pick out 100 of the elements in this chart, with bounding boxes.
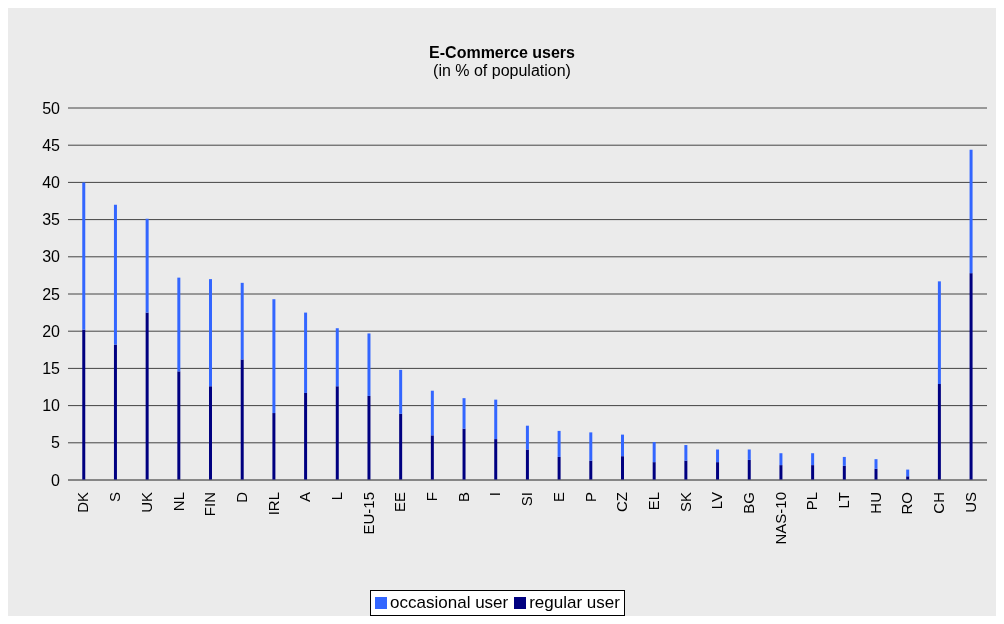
x-tick-label: LV bbox=[708, 492, 726, 510]
x-tick-label: IRL bbox=[264, 492, 282, 516]
bar bbox=[82, 182, 86, 330]
bar bbox=[842, 465, 846, 480]
x-tick-label: PL bbox=[803, 492, 821, 511]
bar bbox=[240, 359, 244, 480]
x-tick-label: P bbox=[581, 492, 599, 503]
bar bbox=[367, 395, 371, 480]
bar bbox=[399, 369, 403, 414]
bar bbox=[209, 386, 213, 480]
bar bbox=[811, 465, 815, 480]
y-tick-label: 10 bbox=[42, 397, 61, 415]
x-tick-label: D bbox=[232, 491, 250, 503]
bar bbox=[620, 434, 624, 457]
bar bbox=[969, 273, 973, 480]
bar bbox=[589, 460, 593, 480]
bar bbox=[937, 281, 941, 385]
x-tick-label: US bbox=[961, 492, 979, 513]
x-tick-label: E bbox=[549, 492, 567, 503]
bar bbox=[462, 398, 466, 429]
x-tick-label: NL bbox=[169, 492, 187, 512]
y-tick-label: 30 bbox=[42, 248, 61, 266]
y-tick-label: 15 bbox=[42, 360, 61, 378]
bar bbox=[272, 413, 276, 480]
x-tick-label: BG bbox=[739, 492, 757, 514]
x-tick-label: NAS-10 bbox=[771, 492, 789, 545]
bar bbox=[716, 449, 720, 463]
bar bbox=[494, 399, 498, 440]
bar bbox=[779, 453, 783, 466]
bar bbox=[113, 344, 117, 480]
bar bbox=[525, 449, 529, 480]
bar bbox=[367, 333, 371, 396]
bar bbox=[113, 204, 117, 345]
x-tick-label: FIN bbox=[201, 492, 219, 517]
x-tick-label: EL bbox=[644, 492, 662, 511]
x-tick-label: HU bbox=[866, 492, 884, 514]
bar bbox=[652, 462, 656, 480]
bar bbox=[620, 456, 624, 480]
y-tick-label: 25 bbox=[42, 285, 61, 303]
bar bbox=[874, 459, 878, 469]
y-tick-label: 45 bbox=[42, 136, 61, 154]
x-tick-label: EE bbox=[391, 492, 409, 513]
bar bbox=[589, 432, 593, 461]
x-tick-label: CH bbox=[930, 492, 948, 514]
bar bbox=[811, 453, 815, 466]
bar bbox=[747, 449, 751, 460]
bar bbox=[145, 312, 149, 480]
legend-label: regular user bbox=[528, 593, 620, 613]
bar bbox=[779, 465, 783, 480]
bar bbox=[462, 428, 466, 480]
x-tick-label: F bbox=[423, 492, 441, 502]
bar bbox=[430, 390, 434, 436]
x-tick-label: I bbox=[486, 492, 504, 497]
bar bbox=[335, 386, 339, 480]
y-tick-label: 40 bbox=[42, 174, 61, 192]
bar bbox=[684, 445, 688, 461]
bar bbox=[842, 456, 846, 466]
bar bbox=[874, 468, 878, 480]
bar bbox=[494, 439, 498, 480]
bar bbox=[557, 430, 561, 457]
x-tick-label: RO bbox=[898, 492, 916, 515]
bar bbox=[652, 442, 656, 463]
x-tick-label: CZ bbox=[613, 492, 631, 512]
legend-label: occasional user bbox=[389, 593, 509, 613]
bar bbox=[937, 384, 941, 480]
y-tick-label: 0 bbox=[51, 471, 61, 489]
bar bbox=[906, 469, 910, 477]
bar bbox=[525, 425, 529, 450]
bar bbox=[304, 312, 308, 393]
x-tick-label: B bbox=[454, 492, 472, 503]
x-tick-label: UK bbox=[137, 492, 155, 513]
x-tick-label: LT bbox=[835, 492, 853, 509]
bar bbox=[430, 435, 434, 480]
y-tick-label: 35 bbox=[42, 211, 61, 229]
bar bbox=[240, 282, 244, 360]
y-tick-label: 20 bbox=[42, 322, 61, 340]
bar bbox=[82, 329, 86, 480]
chart-subtitle: (in % of population) bbox=[432, 62, 572, 80]
x-tick-label: L bbox=[328, 492, 346, 501]
y-tick-label: 50 bbox=[42, 99, 61, 117]
x-tick-label: SK bbox=[676, 492, 694, 513]
bar bbox=[335, 328, 339, 387]
bar bbox=[557, 456, 561, 480]
bar bbox=[684, 460, 688, 480]
bar bbox=[716, 462, 720, 480]
bar bbox=[177, 277, 181, 372]
bar bbox=[747, 459, 751, 480]
bar bbox=[304, 392, 308, 480]
x-tick-label: SI bbox=[518, 492, 536, 507]
x-tick-label: A bbox=[296, 492, 314, 503]
bar bbox=[272, 299, 276, 414]
x-tick-label: EU-15 bbox=[359, 492, 377, 535]
bar bbox=[969, 149, 973, 274]
chart-title: E-Commerce users bbox=[428, 44, 576, 62]
bar bbox=[177, 371, 181, 480]
y-tick-label: 5 bbox=[51, 434, 61, 452]
x-tick-label: DK bbox=[74, 492, 92, 513]
x-tick-label: S bbox=[106, 492, 124, 503]
bar bbox=[209, 279, 213, 387]
bar bbox=[399, 413, 403, 480]
